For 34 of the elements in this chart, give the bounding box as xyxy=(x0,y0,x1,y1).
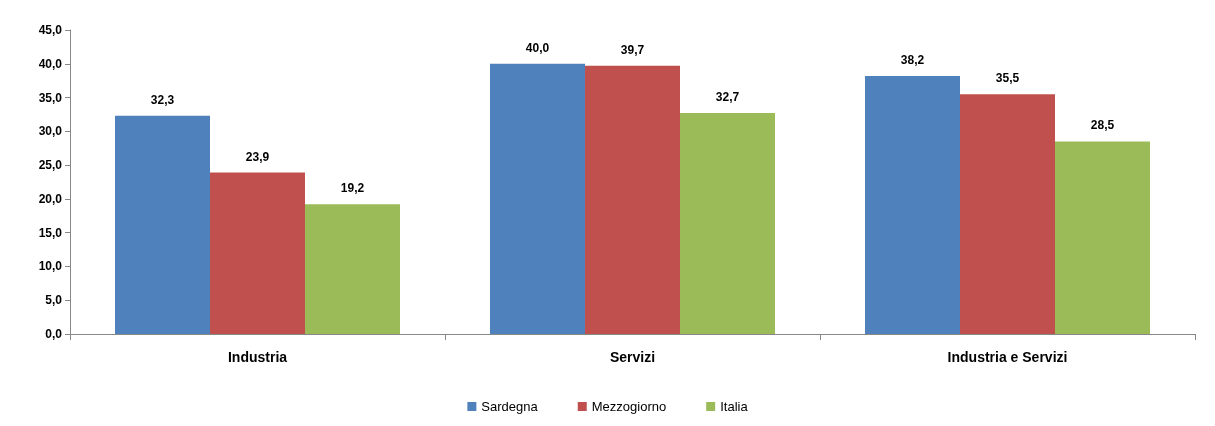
x-tick-label: Industria xyxy=(227,349,288,365)
legend-label: Sardegna xyxy=(481,399,539,414)
data-label: 28,5 xyxy=(1090,118,1115,133)
data-label: 39,7 xyxy=(620,42,645,57)
y-tick-label: 45,0 xyxy=(38,23,63,37)
data-label: 40,0 xyxy=(525,40,550,55)
y-tick-label: 5,0 xyxy=(45,293,63,308)
x-tick-label: Industria e Servizi xyxy=(947,349,1068,365)
bar xyxy=(210,172,305,334)
bar xyxy=(1055,141,1150,334)
y-tick-label: 10,0 xyxy=(38,259,63,274)
bar xyxy=(115,115,210,334)
data-label: 32,7 xyxy=(715,90,740,105)
y-tick-label: 30,0 xyxy=(38,124,63,139)
bar xyxy=(585,65,680,334)
y-tick-label: 0,0 xyxy=(45,327,63,341)
x-tick-label: Servizi xyxy=(609,349,656,365)
y-tick-label: 35,0 xyxy=(38,90,63,105)
data-label: 35,5 xyxy=(995,71,1020,86)
bar xyxy=(680,113,775,334)
bar xyxy=(865,75,960,334)
bar xyxy=(490,63,585,334)
data-label: 32,3 xyxy=(150,92,175,107)
data-label: 23,9 xyxy=(245,149,270,164)
bar xyxy=(960,94,1055,334)
data-label: 19,2 xyxy=(340,181,365,196)
data-label: 38,2 xyxy=(900,52,925,67)
y-tick-label: 20,0 xyxy=(38,191,63,206)
legend-label: Italia xyxy=(720,399,749,414)
y-tick-label: 25,0 xyxy=(38,158,63,173)
y-tick-label: 15,0 xyxy=(38,225,63,240)
y-tick-label: 40,0 xyxy=(38,56,63,71)
legend-label: Mezzogiorno xyxy=(591,399,667,414)
bar xyxy=(305,204,400,334)
